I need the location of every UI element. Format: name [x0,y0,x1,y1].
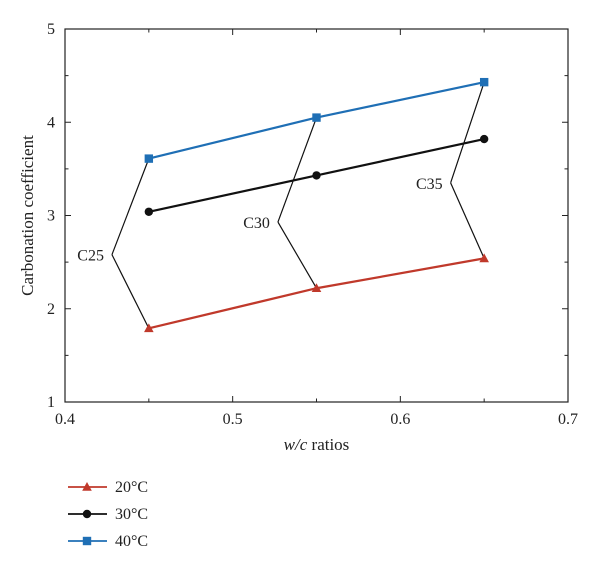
x-axis-title-italic: w/c [284,435,308,454]
annotation-connector-upper [277,117,318,223]
annotation-connector-lower [111,254,150,329]
data-point-triangle [311,283,322,293]
data-point-triangle [144,323,154,333]
x-tick-label: 0.6 [390,411,410,428]
annotation-labels: C25 C30 C35 [77,176,442,265]
series-group [144,77,489,333]
y-axis-title: Carbonation coefficient [18,135,37,296]
x-tick-label: 0.5 [223,411,243,428]
y-tick-label: 5 [47,21,55,38]
data-point-circle [144,207,154,216]
annotation-label: C25 [77,248,104,265]
annotation-connector-lower [450,182,485,259]
annotation-label: C35 [416,176,443,193]
data-point-circle [312,171,321,180]
annotation-connectors [111,81,485,329]
x-tick-label: 0.7 [558,411,578,428]
annotation-connector-lower [277,221,318,289]
x-tick-label: 0.4 [55,411,75,428]
data-point-square [479,77,489,87]
series-line [148,257,485,330]
y-tick-label: 4 [47,114,55,131]
data-point-circle [479,134,489,144]
data-point-triangle [82,482,92,491]
legend-label: 30°C [115,506,148,523]
annotation-label: C30 [243,215,270,232]
y-tick-label: 2 [47,301,55,318]
annotation-connector-upper [450,81,485,184]
axis-ticks: 0.4 0.5 0.6 0.7 1 2 3 4 5 [47,21,578,428]
legend-label: 20°C [115,479,148,496]
data-point-square [144,154,154,163]
x-axis-title-rest: ratios [307,435,349,454]
data-point-square [312,113,321,122]
legend-label: 40°C [115,533,148,550]
y-tick-label: 1 [47,394,55,411]
x-axis-title: w/c ratios [284,435,350,454]
plot-area-frame [64,28,569,403]
y-tick-label: 3 [47,208,55,225]
data-point-triangle [479,253,489,263]
data-point-circle [82,509,92,519]
legend: 20°C 30°C 40°C [68,479,148,550]
annotation-connector-upper [111,158,150,255]
data-point-square [82,536,92,546]
